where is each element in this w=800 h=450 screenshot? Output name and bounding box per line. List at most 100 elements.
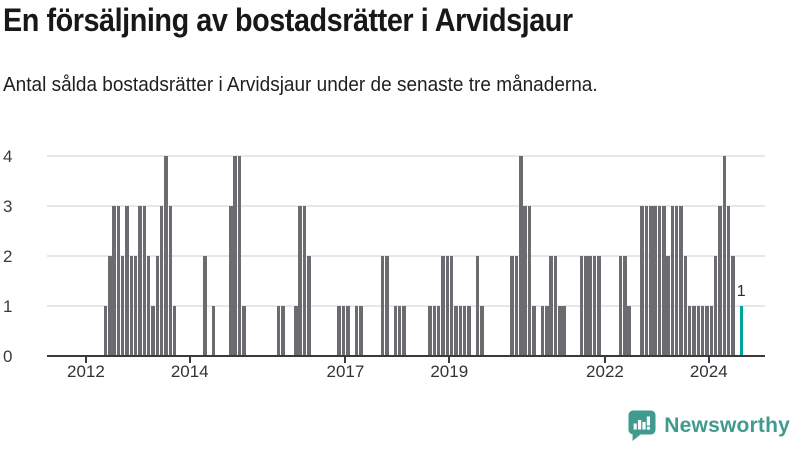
bar: [454, 306, 458, 356]
bar: [432, 306, 437, 356]
bar-slot: [307, 156, 311, 356]
bar: [713, 256, 718, 356]
bar-slot: [107, 156, 112, 356]
x-axis-tick-label: 2017: [326, 362, 365, 381]
bar: [648, 206, 653, 356]
bar: [588, 256, 592, 356]
bar-slot: [151, 156, 155, 356]
y-axis-tick-label: 1: [3, 297, 13, 316]
bar: [294, 306, 298, 356]
bar-slot: [146, 156, 151, 356]
bar: [480, 306, 484, 356]
bar-slot: [653, 156, 657, 356]
bar-slot: [129, 156, 134, 356]
bar-slot: [138, 156, 142, 356]
bar-slot: [549, 156, 553, 356]
bar-slot: [125, 156, 129, 356]
bar-slot: [281, 156, 285, 356]
bar: [237, 156, 242, 356]
bar: [644, 206, 649, 356]
bar: [146, 256, 151, 356]
bar-slot: [112, 156, 116, 356]
bar-slot: [579, 156, 584, 356]
bar-slot: [622, 156, 627, 356]
bar-slot: [588, 156, 592, 356]
plot-area: 0 1 2 3 4 2012 2014 2017 2019 2022 2024 1: [3, 148, 765, 381]
bar: [428, 306, 432, 356]
bar: [112, 206, 116, 356]
bar: [298, 206, 302, 356]
bar-slot: [618, 156, 623, 356]
bar: [674, 206, 679, 356]
bar: [341, 306, 346, 356]
bar-slot: [553, 156, 558, 356]
bar: [164, 156, 168, 356]
bar: [345, 306, 350, 356]
bar-slot: [480, 156, 484, 356]
brand-name: Newsworthy: [664, 413, 790, 437]
x-axis-tick: [188, 356, 191, 363]
bar-slot: [661, 156, 666, 356]
bar: [579, 256, 584, 356]
bar-slot: [644, 156, 649, 356]
bar-slot: [337, 156, 341, 356]
bar-slot: [514, 156, 519, 356]
bar: [640, 206, 644, 356]
bar: [558, 306, 562, 356]
bar: [679, 206, 683, 356]
bar: [393, 306, 398, 356]
bar-slot: [527, 156, 532, 356]
bar: [722, 156, 727, 356]
bar-slot: [713, 156, 718, 356]
bar-slot: [761, 156, 765, 356]
bar: [380, 256, 385, 356]
gridline: [47, 305, 765, 307]
bar-slot: [345, 156, 350, 356]
bar: [687, 306, 692, 356]
bar: [584, 256, 588, 356]
x-axis-tick: [344, 356, 347, 363]
bar-slot: [674, 156, 679, 356]
bar-slot: [233, 156, 238, 356]
bar-slot: [354, 156, 359, 356]
bar: [657, 206, 662, 356]
bar: [129, 256, 134, 356]
page-title: En försäljning av bostadsrätter i Arvids…: [3, 2, 573, 38]
bar-slot: [627, 156, 631, 356]
bar: [233, 156, 238, 356]
bar: [120, 256, 125, 356]
bar-slot: [341, 156, 346, 356]
bar-chart: 0 1 2 3 4 2012 2014 2017 2019 2022 2024 1: [3, 148, 765, 381]
x-axis-tick-label: 2012: [67, 362, 105, 381]
bar-slot: [172, 156, 177, 356]
bar-slot: [436, 156, 441, 356]
bar-slot: [142, 156, 147, 356]
bar-slot: [532, 156, 536, 356]
bar-slot: [679, 156, 683, 356]
bar-slot: [519, 156, 523, 356]
bar: [731, 256, 735, 356]
x-axis-tick-label: 2019: [430, 362, 469, 381]
y-axis-tick-label: 3: [3, 197, 13, 216]
bar: [116, 206, 121, 356]
bar-slot: [718, 156, 722, 356]
bar: [545, 306, 549, 356]
bar: [159, 206, 164, 356]
bar: [358, 306, 363, 356]
bar-slot: [133, 156, 138, 356]
bar: [510, 256, 515, 356]
bar: [155, 256, 160, 356]
bar-slot: [229, 156, 233, 356]
bar-slot: [432, 156, 437, 356]
bar: [467, 306, 471, 356]
bar-chart-speech-bubble-icon: [627, 409, 657, 442]
bar-slot: [294, 156, 298, 356]
bar: [618, 256, 623, 356]
bar-slot: [687, 156, 692, 356]
x-axis-tick-label: 2024: [689, 362, 728, 381]
gridline: [47, 255, 765, 257]
bar: [276, 306, 281, 356]
bar-slot: [726, 156, 731, 356]
bar: [519, 156, 523, 356]
chart-subtitle: Antal sålda bostadsrätter i Arvidsjaur u…: [3, 74, 598, 96]
